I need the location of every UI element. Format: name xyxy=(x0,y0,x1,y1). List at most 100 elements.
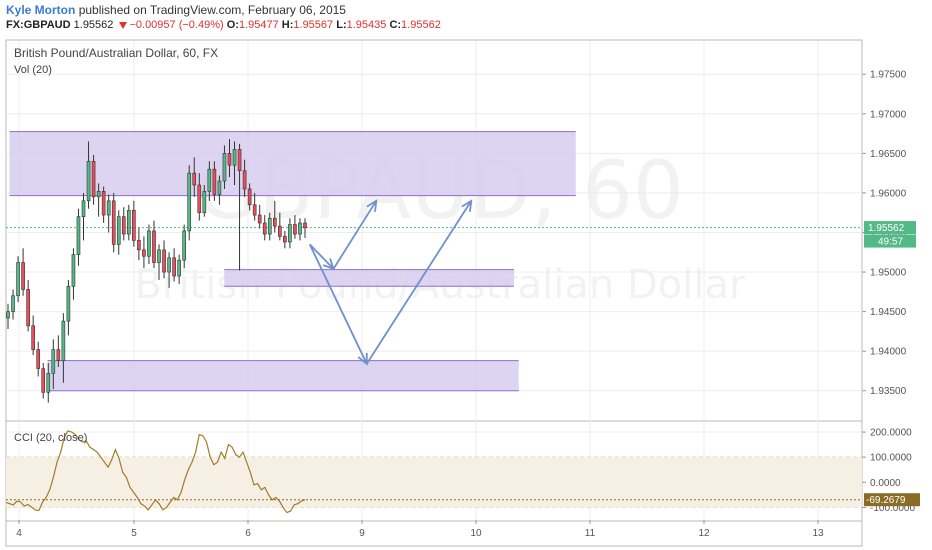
candle-body xyxy=(197,184,202,213)
price-tick-label: 1.96500 xyxy=(870,149,907,160)
candle-body xyxy=(207,168,212,192)
candle-body xyxy=(303,222,307,229)
candle-body xyxy=(227,153,232,166)
last-price: 1.95562 xyxy=(73,19,114,31)
candle-body xyxy=(21,262,25,290)
countdown-tag xyxy=(864,234,916,248)
candle-body xyxy=(187,172,192,232)
candle-body xyxy=(91,160,96,198)
candle-body xyxy=(288,224,292,243)
candle-body xyxy=(81,200,86,217)
candle-body xyxy=(96,191,101,198)
arrows-layer xyxy=(308,199,473,366)
candle-body xyxy=(257,214,262,224)
candle-body xyxy=(36,349,41,369)
zone-rect xyxy=(224,269,514,287)
candle-body xyxy=(293,224,297,235)
low-label: L: xyxy=(336,19,347,31)
candle-body xyxy=(217,180,222,195)
author-link[interactable]: Kyle Morton xyxy=(6,3,76,17)
candle-body xyxy=(177,259,181,277)
candle-body xyxy=(267,217,272,235)
candle-body xyxy=(41,368,46,393)
time-tick-label: 11 xyxy=(585,528,596,539)
candle-body xyxy=(46,373,51,393)
close-value: 1.95562 xyxy=(401,19,441,31)
price-tick-label: 1.94000 xyxy=(870,347,907,358)
low-value: 1.95435 xyxy=(346,19,387,31)
candle-body xyxy=(272,217,277,227)
time-tick-label: 4 xyxy=(16,528,22,539)
arrow-line xyxy=(308,243,368,365)
cci-tick-label: 100.0000 xyxy=(870,453,912,464)
time-tick-label: 6 xyxy=(245,528,251,539)
candle-body xyxy=(106,200,111,216)
candle-body xyxy=(247,188,252,206)
candle-body xyxy=(232,149,237,166)
cci-layer xyxy=(5,430,862,514)
candle-body xyxy=(111,200,116,245)
candle-body xyxy=(252,204,257,216)
candle-body xyxy=(237,149,242,172)
price-tick-label: 1.97000 xyxy=(870,109,907,120)
open-label: O: xyxy=(226,19,239,31)
arrow-head xyxy=(461,199,473,212)
candle-body xyxy=(116,216,121,245)
zone-rect xyxy=(47,360,519,391)
high-value: 1.95567 xyxy=(293,19,334,31)
publisher-line: Kyle Morton published on TradingView.com… xyxy=(6,3,346,17)
zone-rect xyxy=(9,131,576,196)
price-tag xyxy=(864,221,916,235)
candle-body xyxy=(298,222,302,235)
price-tick-label: 1.96000 xyxy=(870,188,907,199)
axes-layer: 1.975001.970001.965001.960001.955001.950… xyxy=(16,70,915,539)
cci-tick-label: 0.0000 xyxy=(870,478,901,489)
candle-body xyxy=(262,222,267,235)
open-value: 1.95477 xyxy=(238,19,279,31)
candle-body xyxy=(11,295,15,312)
candle-body xyxy=(202,191,207,213)
candle-body xyxy=(51,349,56,374)
candle-body xyxy=(192,172,197,186)
main-pane-title: British Pound/Australian Dollar, 60, FX xyxy=(14,46,218,60)
time-tick-label: 10 xyxy=(470,528,482,539)
price-tick-label: 1.93500 xyxy=(870,386,907,397)
cci-pane-title: CCI (20, close) xyxy=(14,432,87,444)
cci-band xyxy=(6,457,862,508)
time-tick-label: 9 xyxy=(359,528,365,539)
chart-frame xyxy=(5,39,863,547)
candle-body xyxy=(71,254,76,287)
time-tick-label: 5 xyxy=(131,528,137,539)
candle-body xyxy=(142,249,146,257)
tags-layer: 1.95562 49:57 -69.2679 xyxy=(864,221,920,507)
time-tick-label: 12 xyxy=(698,528,710,539)
candle-body xyxy=(182,230,186,261)
price-tick-label: 1.95000 xyxy=(870,268,907,279)
cci-value-tag xyxy=(864,493,920,507)
candle-body xyxy=(61,320,66,361)
arrow-line xyxy=(332,200,378,270)
vol-label: Vol (20) xyxy=(14,64,52,76)
candle-body xyxy=(101,191,106,216)
price-tag-label: 1.95562 xyxy=(868,223,905,234)
ohlc-line: FX:GBPAUD 1.95562 −0.00957 (−0.49%) O:1.… xyxy=(6,19,441,31)
candle-body xyxy=(16,262,20,297)
candle-body xyxy=(157,249,161,263)
cci-value-tag-label: -69.2679 xyxy=(866,495,906,506)
price-tick-label: 1.97500 xyxy=(870,70,907,81)
high-label: H: xyxy=(281,19,294,31)
candle-body xyxy=(162,249,166,273)
candle-body xyxy=(127,210,131,235)
time-tick-label: 13 xyxy=(812,528,824,539)
change-value: −0.00957 (−0.49%) xyxy=(129,19,224,31)
zones-layer xyxy=(9,131,576,392)
down-triangle-icon xyxy=(119,21,128,29)
published-text: published on TradingView.com, February 0… xyxy=(78,3,346,17)
candle-body xyxy=(6,311,10,319)
candle-body xyxy=(86,160,91,202)
candle-body xyxy=(76,216,81,255)
countdown-tag-label: 49:57 xyxy=(878,237,903,248)
price-tick-label: 1.94500 xyxy=(870,307,907,318)
candle-body xyxy=(26,289,30,327)
